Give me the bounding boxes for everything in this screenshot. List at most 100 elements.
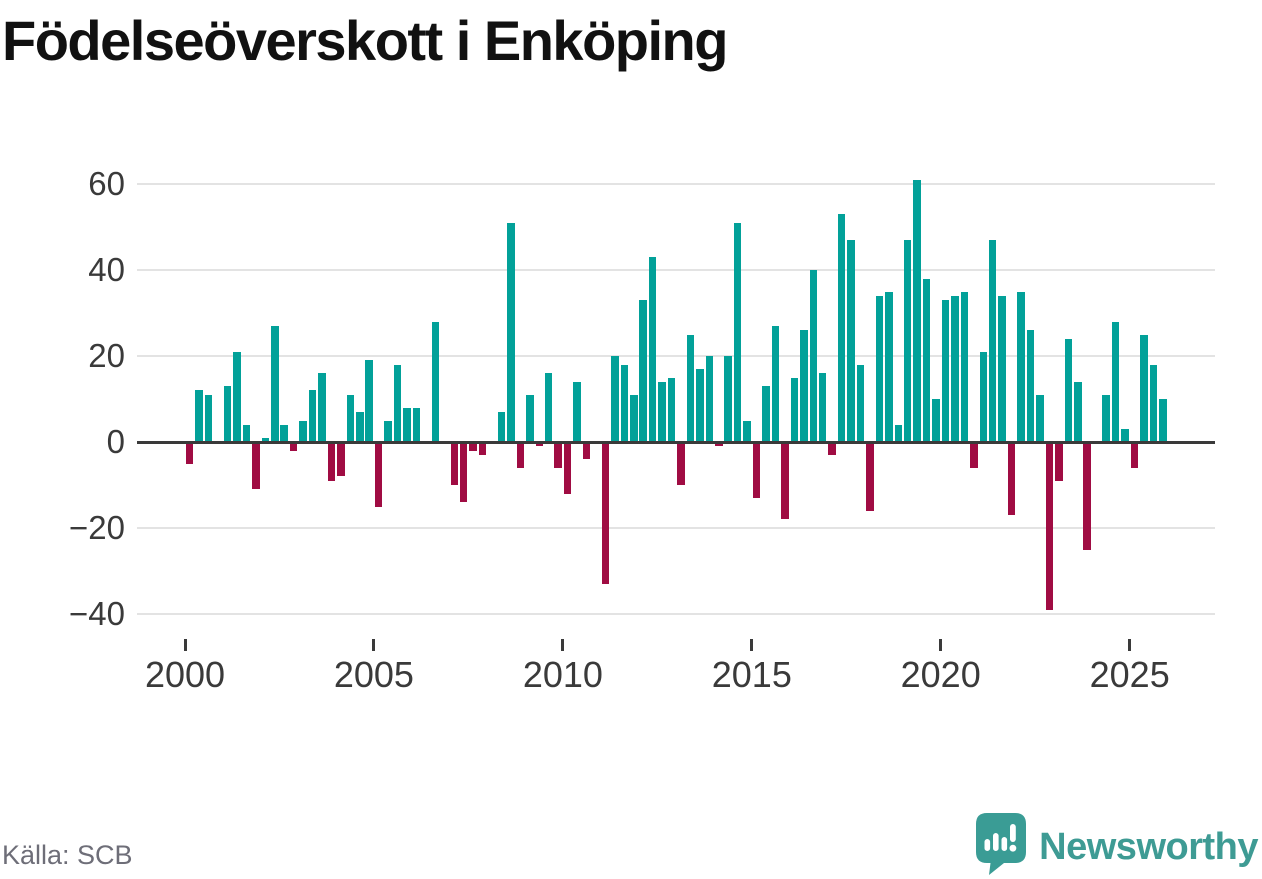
x-tick-2005: [372, 639, 376, 651]
bar-2012-q2: [648, 257, 657, 442]
bar-2024-q3: [1111, 321, 1120, 442]
page-title: Födelseöverskott i Enköping: [2, 9, 728, 72]
bar-2010-q3: [582, 442, 591, 460]
bar-2008-q3: [507, 222, 515, 442]
bar-2021-q2: [988, 239, 997, 442]
bar-2002-q3: [280, 424, 288, 442]
bar-2018-q4: [894, 424, 902, 442]
gridline--40: [137, 613, 1215, 615]
bar-2005-q3: [393, 364, 402, 442]
bar-2004-q3: [356, 411, 364, 442]
bar-2015-q4: [781, 442, 789, 520]
newsworthy-logo-text: Newsworthy: [1039, 825, 1258, 868]
bar-2011-q3: [620, 364, 628, 442]
y-tick-label-40: 40: [88, 251, 125, 288]
bar-2008-q4: [516, 442, 525, 468]
bar-2016-q1: [790, 377, 799, 442]
bar-2014-q1: [715, 442, 723, 447]
bar-2009-q4: [554, 442, 562, 468]
bar-2005-q4: [403, 407, 411, 442]
bar-2000-q3: [204, 394, 213, 442]
gridline-40: [137, 269, 1215, 271]
bar-2010-q2: [573, 381, 581, 442]
bar-2007-q4: [478, 442, 487, 455]
bar-2011-q4: [630, 394, 638, 442]
bar-2016-q2: [800, 330, 808, 442]
bar-2021-q1: [979, 351, 987, 442]
bar-2006-q3: [431, 321, 440, 442]
bar-2009-q3: [544, 373, 553, 442]
bar-2021-q4: [1007, 442, 1016, 516]
bar-2023-q1: [1055, 442, 1063, 481]
bar-2014-q3: [733, 222, 742, 442]
newsworthy-logo: Newsworthy: [975, 812, 1258, 879]
x-tick-label-2020: 2020: [900, 654, 981, 695]
x-axis-line: [137, 440, 1215, 444]
bar-2025-q4: [1159, 399, 1167, 442]
bar-2013-q4: [705, 356, 713, 442]
bar-2009-q1: [526, 394, 534, 442]
bar-2017-q2: [837, 214, 846, 442]
bar-2010-q1: [563, 442, 572, 494]
x-tick-2010: [561, 639, 565, 651]
bar-2023-q4: [1083, 442, 1091, 550]
x-tick-2015: [750, 639, 754, 651]
bar-2018-q3: [885, 291, 893, 442]
bar-2000-q1: [185, 442, 194, 464]
bar-2019-q3: [922, 278, 931, 442]
bar-2012-q1: [639, 300, 647, 442]
x-tick-label-2010: 2010: [522, 654, 603, 695]
bar-2004-q4: [365, 360, 373, 442]
bar-2007-q2: [459, 442, 468, 503]
bar-2017-q1: [828, 442, 836, 455]
bar-2015-q2: [762, 386, 770, 442]
bar-2012-q4: [667, 377, 676, 442]
gridline-20: [137, 355, 1215, 357]
bar-2003-q3: [318, 373, 326, 442]
bar-2016-q4: [818, 373, 827, 442]
bar-2011-q1: [601, 442, 610, 584]
bar-2015-q3: [771, 325, 780, 442]
bar-2009-q2: [535, 442, 543, 447]
x-tick-2000: [183, 639, 187, 651]
bar-2022-q1: [1017, 291, 1025, 442]
bar-2003-q2: [308, 390, 317, 442]
bar-2001-q3: [242, 424, 251, 442]
gridline-60: [137, 183, 1215, 185]
bar-2020-q4: [970, 442, 978, 468]
bar-2014-q2: [724, 356, 732, 442]
x-tick-label-2000: 2000: [144, 654, 226, 695]
bar-2002-q2: [271, 325, 279, 442]
bar-2011-q2: [611, 356, 619, 442]
bar-2016-q3: [809, 270, 817, 442]
bar-2001-q2: [233, 351, 241, 442]
gridline--20: [137, 527, 1215, 529]
bar-2018-q2: [875, 295, 884, 442]
bar-2006-q1: [412, 407, 421, 442]
bar-2023-q2: [1064, 338, 1072, 442]
bar-2007-q3: [469, 442, 477, 451]
y-tick-label-0: 0: [106, 423, 125, 460]
x-tick-label-2005: 2005: [333, 654, 414, 695]
bar-2019-q4: [932, 399, 940, 442]
bar-2012-q3: [658, 381, 666, 442]
y-tick-label-20: 20: [88, 337, 125, 374]
bar-2019-q2: [913, 179, 921, 442]
bar-2024-q4: [1121, 429, 1129, 442]
newsworthy-logo-icon: [975, 812, 1027, 879]
bar-2021-q3: [998, 295, 1006, 442]
x-tick-2025: [1128, 639, 1132, 651]
bar-2013-q1: [677, 442, 685, 485]
source-text: Källa: SCB: [2, 840, 133, 870]
bar-2000-q2: [195, 390, 203, 442]
y-tick-label-60: 60: [88, 165, 125, 202]
bar-2005-q2: [384, 420, 392, 442]
bar-2002-q4: [289, 442, 298, 451]
bar-2013-q3: [696, 368, 704, 442]
x-tick-2020: [939, 639, 943, 651]
bar-2022-q3: [1036, 394, 1044, 442]
bar-2008-q2: [497, 411, 506, 442]
bar-2002-q1: [261, 437, 269, 442]
